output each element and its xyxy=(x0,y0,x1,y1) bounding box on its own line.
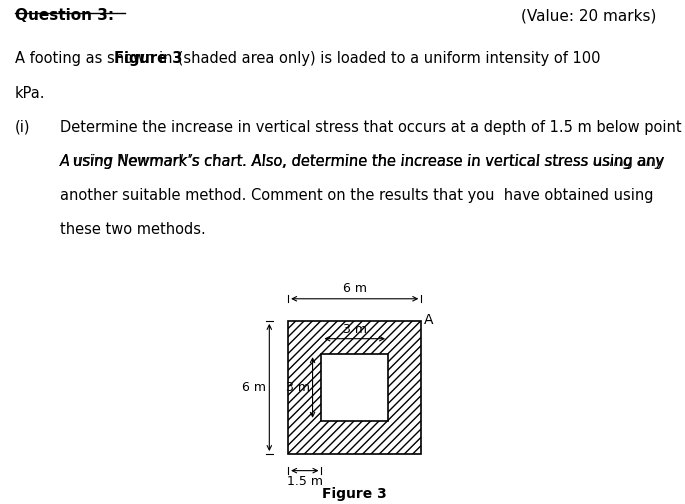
Text: 1.5 m: 1.5 m xyxy=(287,475,323,488)
Bar xyxy=(288,321,421,454)
Text: these two methods.: these two methods. xyxy=(60,222,206,236)
Text: Figure 3: Figure 3 xyxy=(114,51,182,66)
Text: (Value: 20 marks): (Value: 20 marks) xyxy=(521,9,656,24)
Text: (shaded area only) is loaded to a uniform intensity of 100: (shaded area only) is loaded to a unifor… xyxy=(173,51,601,66)
Text: kPa.: kPa. xyxy=(15,86,46,101)
Text: Determine the increase in vertical stress that occurs at a depth of 1.5 m below : Determine the increase in vertical stres… xyxy=(60,120,682,135)
Bar xyxy=(321,354,388,421)
Text: Question 3:: Question 3: xyxy=(15,9,114,24)
Text: another suitable method. Comment on the results that you  have obtained using: another suitable method. Comment on the … xyxy=(60,187,653,203)
Text: A: A xyxy=(60,154,71,169)
Text: 6 m: 6 m xyxy=(342,282,366,295)
Text: A using Newmark’s chart. Also, determine the increase in vertical stress using a: A using Newmark’s chart. Also, determine… xyxy=(60,154,665,169)
Text: using Newmark’s chart. Also, determine the increase in vertical stress using any: using Newmark’s chart. Also, determine t… xyxy=(68,154,665,169)
Text: A footing as shown in: A footing as shown in xyxy=(15,51,177,66)
Text: 3 m: 3 m xyxy=(342,323,366,336)
Text: 6 m: 6 m xyxy=(242,381,266,394)
Text: (i): (i) xyxy=(15,120,31,135)
Text: 3 m: 3 m xyxy=(286,381,310,394)
Text: A: A xyxy=(424,313,434,327)
Text: Figure 3: Figure 3 xyxy=(323,487,387,501)
